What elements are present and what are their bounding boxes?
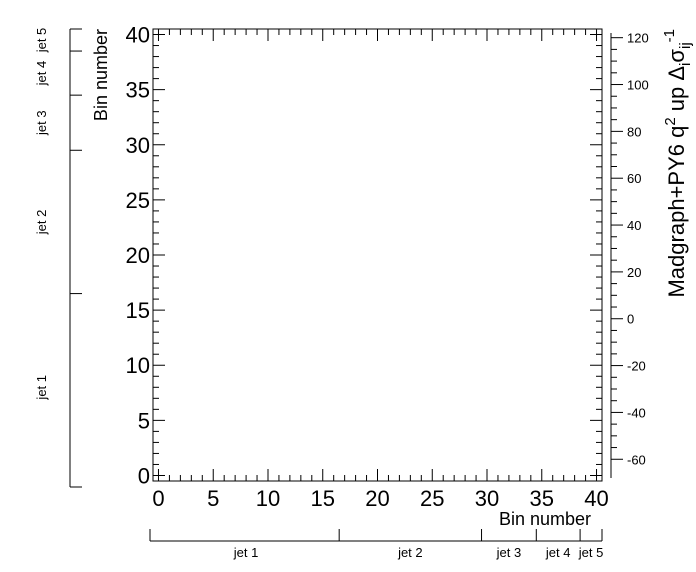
z-tick-label: -20 [627,359,646,374]
z-tick-label: 20 [627,265,641,280]
x-jet-label: jet 3 [496,545,522,560]
y-tick-label: 40 [126,23,150,48]
y-axis-label: Bin number [91,29,111,121]
z-tick-label: 100 [627,78,649,93]
y-tick-label: 20 [126,243,150,268]
z-tick-label: 80 [627,124,641,139]
x-axis: 0 5 10 15 20 25 30 35 40 [152,29,609,511]
z-axis-label: Madgraph+PY6 q2 up Δiσij-1 [661,29,694,298]
x-tick-label: 40 [584,486,608,511]
x-tick-label: 5 [207,486,219,511]
y-jet-label: jet 2 [34,210,49,236]
y-tick-label: 25 [126,188,150,213]
y-jet-label: jet 5 [34,28,49,54]
y-tick-label: 0 [138,463,150,488]
y-axis: 0 5 10 15 20 25 30 35 40 [126,23,602,488]
x-jet-label: jet 5 [578,545,604,560]
x-jet-label: jet 1 [233,545,259,560]
y-jet-label: jet 4 [34,61,49,87]
z-tick-label: 40 [627,218,641,233]
plot-frame [152,28,603,482]
x-tick-label: 20 [365,486,389,511]
x-tick-label: 0 [152,486,164,511]
y-tick-label: 5 [138,408,150,433]
x-tick-label: 25 [420,486,444,511]
x-tick-label: 30 [475,486,499,511]
z-tick-label: 60 [627,171,641,186]
x-jet-label: jet 2 [397,545,423,560]
x-tick-label: 10 [256,486,280,511]
z-tick-label: 0 [627,312,634,327]
y-jet-label: jet 3 [34,110,49,136]
x-tick-label: 35 [530,486,554,511]
z-tick-label: -60 [627,452,646,467]
x-tick-label: 15 [311,486,335,511]
y-jet-groups: jet 1 jet 2 jet 3 jet 4 jet 5 [34,28,82,488]
x-jet-groups: jet 1 jet 2 jet 3 jet 4 jet 5 [149,529,604,560]
z-axis: -60 -40 -20 0 20 40 60 80 100 120 [610,31,649,478]
y-jet-label: jet 1 [34,375,49,401]
z-tick-label: 120 [627,31,649,46]
y-tick-label: 15 [126,298,150,323]
z-tick-label: -40 [627,405,646,420]
x-jet-label: jet 4 [545,545,571,560]
y-tick-label: 10 [126,353,150,378]
y-tick-label: 30 [126,133,150,158]
y-tick-label: 35 [126,78,150,103]
x-axis-label: Bin number [499,509,591,529]
